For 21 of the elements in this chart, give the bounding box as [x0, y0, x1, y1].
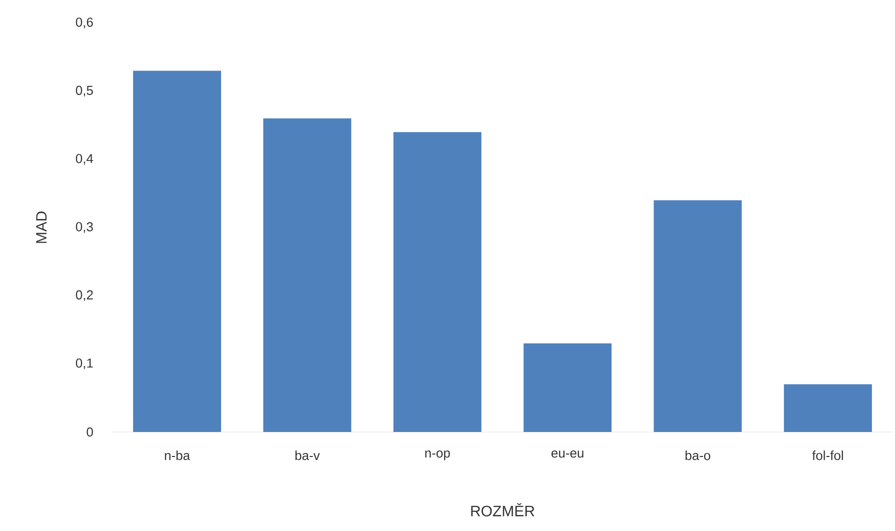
- bar: [654, 200, 742, 432]
- bar: [784, 384, 872, 432]
- x-tick-label: n-ba: [164, 450, 190, 460]
- y-axis-title: MAD: [36, 212, 47, 243]
- x-axis-title: ROZMĚR: [471, 503, 534, 516]
- bar: [393, 132, 482, 432]
- x-tick-label: ba-o: [686, 450, 710, 460]
- y-tick-label: 0,5: [76, 86, 93, 97]
- y-tick-label: 0,6: [76, 18, 93, 28]
- bar: [263, 118, 352, 432]
- y-tick-label: 0,4: [76, 154, 94, 165]
- x-tick-label: fol-fol: [812, 450, 843, 460]
- bar: [524, 343, 612, 432]
- y-tick-label: 0,2: [76, 290, 93, 302]
- bar: [133, 70, 222, 432]
- x-tick-label: eu-eu: [552, 450, 584, 458]
- y-tick-label: 0: [86, 427, 93, 437]
- x-tick-label: ba-v: [295, 450, 320, 460]
- y-tick-label: 0,1: [76, 358, 93, 370]
- y-tick-label: 0,3: [76, 222, 93, 233]
- x-tick-label: n-op: [425, 450, 450, 460]
